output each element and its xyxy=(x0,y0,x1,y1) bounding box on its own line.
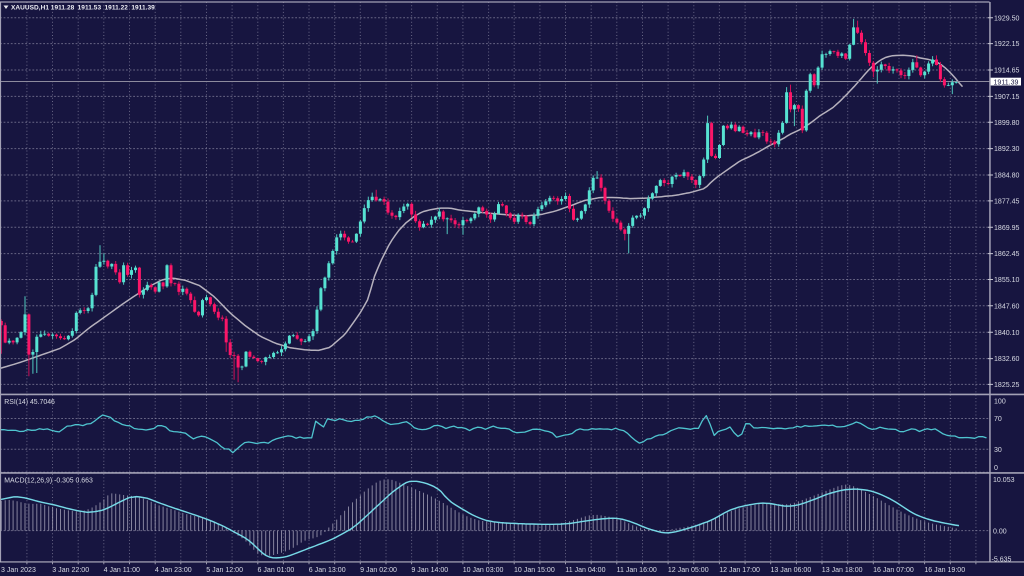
svg-text:11 Jan 16:00: 11 Jan 16:00 xyxy=(617,567,657,574)
svg-text:1911.39: 1911.39 xyxy=(994,79,1019,86)
svg-text:1869.95: 1869.95 xyxy=(994,225,1020,232)
svg-text:16 Jan 19:00: 16 Jan 19:00 xyxy=(924,567,965,574)
svg-text:12 Jan 17:00: 12 Jan 17:00 xyxy=(719,567,760,574)
svg-text:-5.635: -5.635 xyxy=(992,557,1012,564)
svg-text:1929.50: 1929.50 xyxy=(994,15,1020,22)
svg-text:1899.80: 1899.80 xyxy=(994,120,1020,127)
svg-text:9 Jan 14:00: 9 Jan 14:00 xyxy=(411,567,448,574)
svg-text:1832.60: 1832.60 xyxy=(994,356,1020,363)
svg-text:1911.28 1911.53 1911.22 1911.3: 1911.28 1911.53 1911.22 1911.39 xyxy=(51,4,155,11)
svg-text:1840.10: 1840.10 xyxy=(994,330,1020,337)
svg-text:RSI(14) 45.7046: RSI(14) 45.7046 xyxy=(4,399,55,406)
svg-text:13 Jan 06:00: 13 Jan 06:00 xyxy=(771,567,812,574)
svg-text:1907.15: 1907.15 xyxy=(994,94,1020,101)
svg-text:9 Jan 02:00: 9 Jan 02:00 xyxy=(360,567,397,574)
svg-text:1877.45: 1877.45 xyxy=(994,199,1020,206)
svg-text:1914.65: 1914.65 xyxy=(994,68,1020,75)
svg-text:1862.45: 1862.45 xyxy=(994,251,1020,258)
svg-text:11 Jan 04:00: 11 Jan 04:00 xyxy=(565,567,605,574)
svg-text:12 Jan 05:00: 12 Jan 05:00 xyxy=(668,567,709,574)
svg-text:XAUUSD,H1: XAUUSD,H1 xyxy=(11,4,49,11)
svg-text:3 Jan 22:00: 3 Jan 22:00 xyxy=(52,567,89,574)
svg-text:30: 30 xyxy=(994,447,1002,454)
svg-text:MACD(12,26,9) -0.305 0.663: MACD(12,26,9) -0.305 0.663 xyxy=(4,477,93,484)
svg-text:10.053: 10.053 xyxy=(993,477,1015,484)
svg-text:0.00: 0.00 xyxy=(993,529,1007,536)
svg-text:4 Jan 11:00: 4 Jan 11:00 xyxy=(104,567,140,574)
svg-text:1922.15: 1922.15 xyxy=(994,41,1020,48)
svg-text:0: 0 xyxy=(994,465,998,472)
svg-text:10 Jan 03:00: 10 Jan 03:00 xyxy=(463,567,504,574)
svg-text:1825.25: 1825.25 xyxy=(994,382,1020,389)
svg-text:100: 100 xyxy=(994,399,1006,406)
svg-text:1847.60: 1847.60 xyxy=(994,303,1020,310)
svg-text:6 Jan 01:00: 6 Jan 01:00 xyxy=(258,567,295,574)
svg-text:70: 70 xyxy=(994,416,1002,423)
svg-text:6 Jan 13:00: 6 Jan 13:00 xyxy=(309,567,346,574)
svg-text:1855.10: 1855.10 xyxy=(994,277,1020,284)
svg-text:5 Jan 12:00: 5 Jan 12:00 xyxy=(206,567,243,574)
svg-text:13 Jan 18:00: 13 Jan 18:00 xyxy=(822,567,863,574)
svg-text:16 Jan 07:00: 16 Jan 07:00 xyxy=(873,567,914,574)
svg-text:10 Jan 15:00: 10 Jan 15:00 xyxy=(514,567,555,574)
svg-text:1892.30: 1892.30 xyxy=(994,146,1020,153)
svg-text:1884.80: 1884.80 xyxy=(994,173,1020,180)
svg-text:4 Jan 23:00: 4 Jan 23:00 xyxy=(155,567,192,574)
svg-text:3 Jan 2023: 3 Jan 2023 xyxy=(1,567,36,574)
